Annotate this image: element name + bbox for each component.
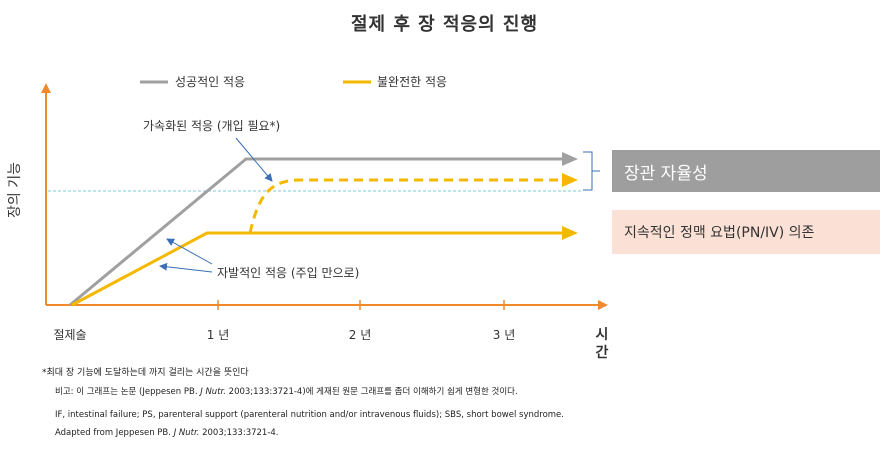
footnote-note-suffix: 2003;133:3721-4)에 게재된 원문 그래프를 좀더 이해하기 쉽게…	[225, 387, 518, 397]
successful-adaptation-line	[69, 157, 563, 307]
intestinal-autonomy-label: 장관 자율성	[624, 163, 708, 184]
footnote-adapted-prefix: Adapted from Jeppesen PB.	[55, 428, 174, 438]
annotation-accelerated-arrow	[235, 137, 273, 182]
footnote-asterisk: *최대 장 기능에 도달하는데 까지 걸리는 시간을 뜻인다	[42, 368, 249, 378]
iv-dependence-box: 지속적인 정맥 요법(PN/IV) 의존	[612, 210, 880, 254]
accelerated-adaptation-arrowhead	[562, 173, 578, 187]
x-tick-label-1: 1 년	[207, 328, 230, 342]
legend-incomplete-label: 불완전한 적응	[377, 75, 447, 89]
incomplete-adaptation-line	[71, 231, 563, 307]
accelerated-adaptation-line	[248, 178, 562, 234]
y-axis-label: 장의 기능	[7, 162, 23, 218]
autonomy-bracket	[583, 151, 600, 191]
footnote-note-prefix: 비고: 이 그래프는 논문 (Jeppesen PB.	[55, 387, 201, 397]
incomplete-adaptation-arrowhead	[562, 226, 578, 240]
footnote-note-journal: J Nutr.	[200, 387, 226, 397]
x-axis-label-bottom: 간	[596, 344, 609, 361]
footnote-adapted-suffix: 2003;133:3721-4.	[199, 428, 279, 438]
annotation-spontaneous: 자발적인 적응 (주입 만으로)	[217, 266, 359, 280]
footnote-note: 비고: 이 그래프는 논문 (Jeppesen PB. J Nutr. 2003…	[55, 385, 518, 397]
annotation-spontaneous-arrow-2	[159, 262, 213, 273]
intestinal-autonomy-box: 장관 자율성	[612, 150, 880, 192]
footnote-adapted-journal: J Nutr.	[173, 428, 200, 438]
iv-dependence-label: 지속적인 정맥 요법(PN/IV) 의존	[624, 225, 815, 241]
legend-successful-label: 성공적인 적응	[175, 75, 245, 89]
annotation-accelerated: 가속화된 적응 (개입 필요*)	[143, 119, 280, 133]
footnote-adapted: Adapted from Jeppesen PB. J Nutr. 2003;1…	[55, 428, 279, 438]
footnote-abbreviations: IF, intestinal failure; PS, parenteral s…	[55, 410, 564, 420]
x-tick-label-3: 3 년	[493, 328, 516, 342]
page-title: 절제 후 장 적응의 진행	[350, 14, 539, 35]
x-tick-label-2: 2 년	[349, 328, 372, 342]
successful-adaptation-arrowhead	[562, 152, 578, 166]
x-tick-label-0: 절제술	[53, 328, 86, 342]
x-axis-label-top: 시	[596, 327, 609, 343]
annotation-spontaneous-arrow-1	[166, 238, 213, 265]
